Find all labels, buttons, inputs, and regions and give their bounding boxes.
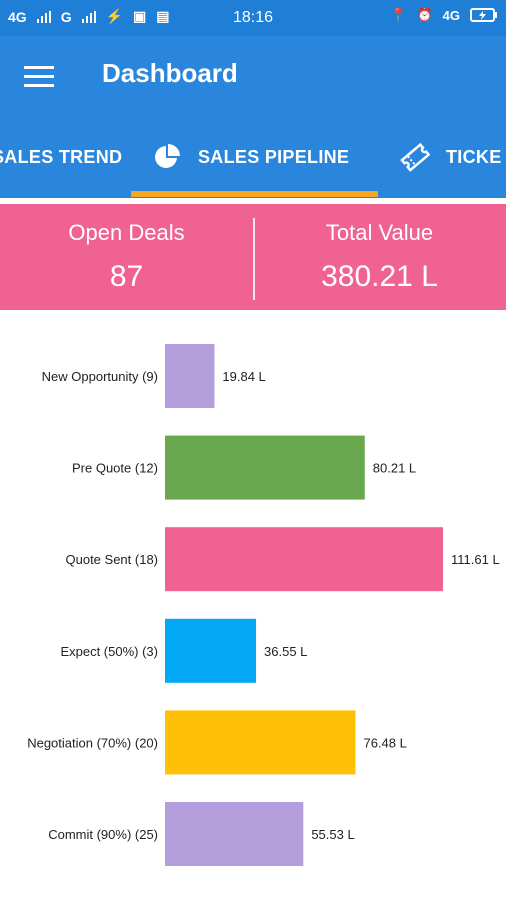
pipeline-bar[interactable]: [165, 344, 215, 408]
network-4g-right-label: 4G: [442, 7, 460, 23]
pipeline-bar[interactable]: [165, 710, 356, 775]
summary-divider: [253, 218, 255, 300]
status-left-icons: 4G G ⚡ ▣ ▤: [8, 8, 169, 25]
ticket-icon: [400, 142, 430, 172]
tab-bar: SALES TREND SALES PIPELINE TICKE: [0, 116, 506, 198]
category-label: Expect (50%) (3): [60, 644, 158, 659]
open-deals-label: Open Deals: [68, 220, 185, 245]
usb-icon: ⚡: [105, 8, 124, 24]
summary-banner: Open Deals 87 Total Value 380.21 L: [0, 204, 506, 310]
location-icon: 📍: [390, 7, 407, 22]
category-label: New Opportunity (9): [42, 369, 158, 384]
bar-value-label: 19.84 L: [222, 369, 265, 384]
status-right-icons: 📍 ⏰ 4G: [390, 7, 498, 23]
pipeline-bar-chart: New Opportunity (9) 19.84 L Pre Quote (12)…: [0, 310, 506, 900]
bar-value-label: 36.55 L: [264, 644, 307, 659]
tab-label: SALES PIPELINE: [198, 146, 350, 167]
bar-value-label: 55.53 L: [311, 827, 354, 842]
total-value-label: Total Value: [325, 220, 434, 245]
network-g-label: G: [60, 8, 72, 25]
tab-label: TICKE: [446, 146, 502, 167]
status-bar: 4G G ⚡ ▣ ▤ 18:16 📍 ⏰ 4G: [0, 0, 506, 36]
open-deals-card: Open Deals 87: [0, 204, 253, 310]
gallery-icon: ▤: [156, 8, 170, 24]
bar-value-label: 76.48 L: [363, 735, 406, 750]
pipeline-bar[interactable]: [165, 802, 304, 866]
page-title: Dashboard: [102, 58, 238, 88]
notification-icon: ▣: [133, 8, 147, 24]
category-label: Commit (90%) (25): [48, 827, 158, 842]
status-time: 18:16: [232, 9, 274, 26]
pie-chart-icon: [155, 144, 180, 168]
app-bar: Dashboard: [0, 36, 506, 116]
tab-sales-pipeline[interactable]: SALES PIPELINE: [152, 116, 349, 198]
pipeline-bar[interactable]: [165, 435, 365, 500]
total-value-value: 380.21 L: [321, 260, 438, 293]
signal-strength-2-icon: [81, 10, 96, 23]
pipeline-bar[interactable]: [165, 618, 257, 683]
category-label: Quote Sent (18): [66, 552, 159, 567]
total-value-card: Total Value 380.21 L: [253, 204, 506, 310]
tab-tickets[interactable]: TICKE: [400, 116, 502, 198]
pipeline-chart-svg: New Opportunity (9) 19.84 L Pre Quote (12)…: [27, 344, 500, 866]
pipeline-bar[interactable]: [165, 527, 443, 592]
bar-value-label: 111.61 L: [451, 552, 500, 567]
network-4g-label: 4G: [8, 8, 27, 25]
signal-strength-icon: [36, 10, 51, 23]
tab-label: SALES TREND: [0, 146, 123, 167]
hamburger-menu-icon[interactable]: [22, 62, 56, 90]
battery-charging-icon: [470, 8, 497, 22]
category-label: Negotiation (70%) (20): [27, 735, 158, 750]
bar-value-label: 80.21 L: [373, 461, 416, 476]
tab-sales-trend[interactable]: SALES TREND: [0, 116, 122, 198]
open-deals-value: 87: [109, 260, 144, 293]
alarm-icon: ⏰: [416, 7, 433, 22]
tab-selected-indicator: [131, 191, 378, 197]
category-label: Pre Quote (12): [72, 461, 158, 476]
